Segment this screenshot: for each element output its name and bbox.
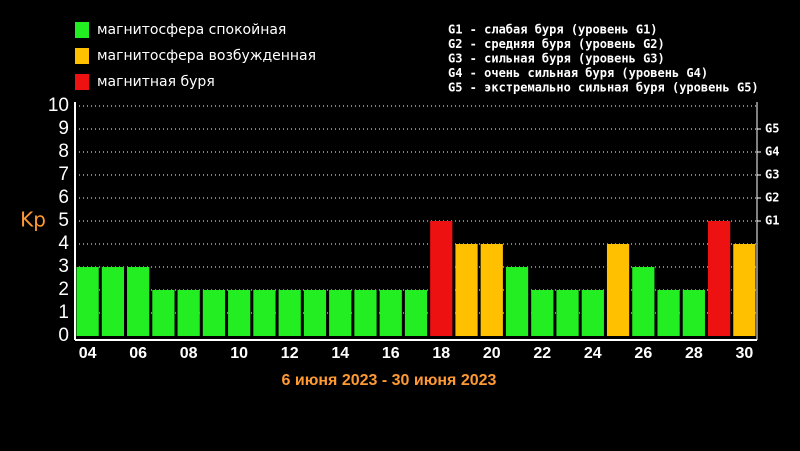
bar: [733, 244, 756, 336]
y-tick-label: 8: [58, 141, 69, 162]
bar: [430, 221, 453, 336]
bar: [404, 290, 428, 336]
bar: [127, 267, 150, 336]
y2-tick-label: G5: [765, 122, 779, 136]
legend-swatch: [75, 74, 89, 90]
annotation: G5 - экстремально сильная буря (уровень …: [448, 81, 759, 95]
y-tick-label: 6: [58, 187, 69, 208]
bar: [707, 221, 731, 336]
annotation: G1 - слабая буря (уровень G1): [448, 23, 658, 37]
y2-tick-label: G4: [765, 145, 779, 159]
x-tick-label: 04: [79, 345, 97, 362]
bar: [228, 290, 251, 336]
bar: [354, 290, 377, 336]
y-tick-label: 1: [58, 302, 69, 323]
bar: [606, 244, 630, 336]
x-tick-label: 16: [382, 345, 400, 362]
y-tick-label: 3: [58, 256, 69, 277]
legend-swatch: [75, 22, 89, 38]
x-tick-label: 10: [230, 345, 248, 362]
bar: [531, 290, 554, 336]
y-tick-label: 0: [58, 325, 69, 346]
bar: [682, 290, 705, 336]
x-tick-label: 22: [533, 345, 551, 362]
y-tick-label: 4: [58, 233, 69, 254]
bar: [455, 244, 478, 336]
x-tick-label: 28: [685, 345, 703, 362]
legend-label: магнитосфера спокойная: [97, 22, 286, 38]
bar: [76, 267, 99, 336]
bar: [303, 290, 327, 336]
x-tick-label: 18: [432, 345, 450, 362]
annotation: G4 - очень сильная буря (уровень G4): [448, 66, 708, 80]
annotation: G3 - сильная буря (уровень G3): [448, 52, 665, 66]
legend-label: магнитная буря: [97, 74, 215, 90]
x-tick-label: 20: [483, 345, 501, 362]
bar: [581, 290, 604, 336]
bar: [278, 290, 301, 336]
x-tick-label: 14: [331, 345, 349, 362]
legend-swatch: [75, 48, 89, 64]
y-tick-label: 10: [48, 95, 69, 116]
y2-tick-label: G3: [765, 168, 779, 182]
bar: [632, 267, 655, 336]
bar: [177, 290, 200, 336]
bar: [152, 290, 175, 336]
bar: [101, 267, 125, 336]
y-tick-label: 7: [58, 164, 69, 185]
annotation: G2 - средняя буря (уровень G2): [448, 37, 665, 51]
bar: [657, 290, 680, 336]
y-tick-label: 5: [58, 210, 69, 231]
x-tick-label: 08: [180, 345, 198, 362]
bar: [253, 290, 276, 336]
x-tick-label: 06: [129, 345, 147, 362]
bar: [379, 290, 402, 336]
bar: [329, 290, 352, 336]
legend-label: магнитосфера возбужденная: [97, 48, 316, 64]
x-tick-label: 24: [584, 345, 602, 362]
y2-tick-label: G1: [765, 214, 779, 228]
y2-tick-label: G2: [765, 191, 779, 205]
x-tick-label: 30: [735, 345, 753, 362]
bar: [505, 267, 529, 336]
x-tick-label: 26: [634, 345, 652, 362]
y-axis-label: Kp: [20, 208, 46, 232]
bar: [480, 244, 503, 336]
y-tick-label: 9: [58, 118, 69, 139]
bar: [556, 290, 579, 336]
x-tick-label: 12: [281, 345, 299, 362]
y-tick-label: 2: [58, 279, 69, 300]
bar: [202, 290, 226, 336]
chart-title: 6 июня 2023 - 30 июня 2023: [282, 372, 497, 389]
